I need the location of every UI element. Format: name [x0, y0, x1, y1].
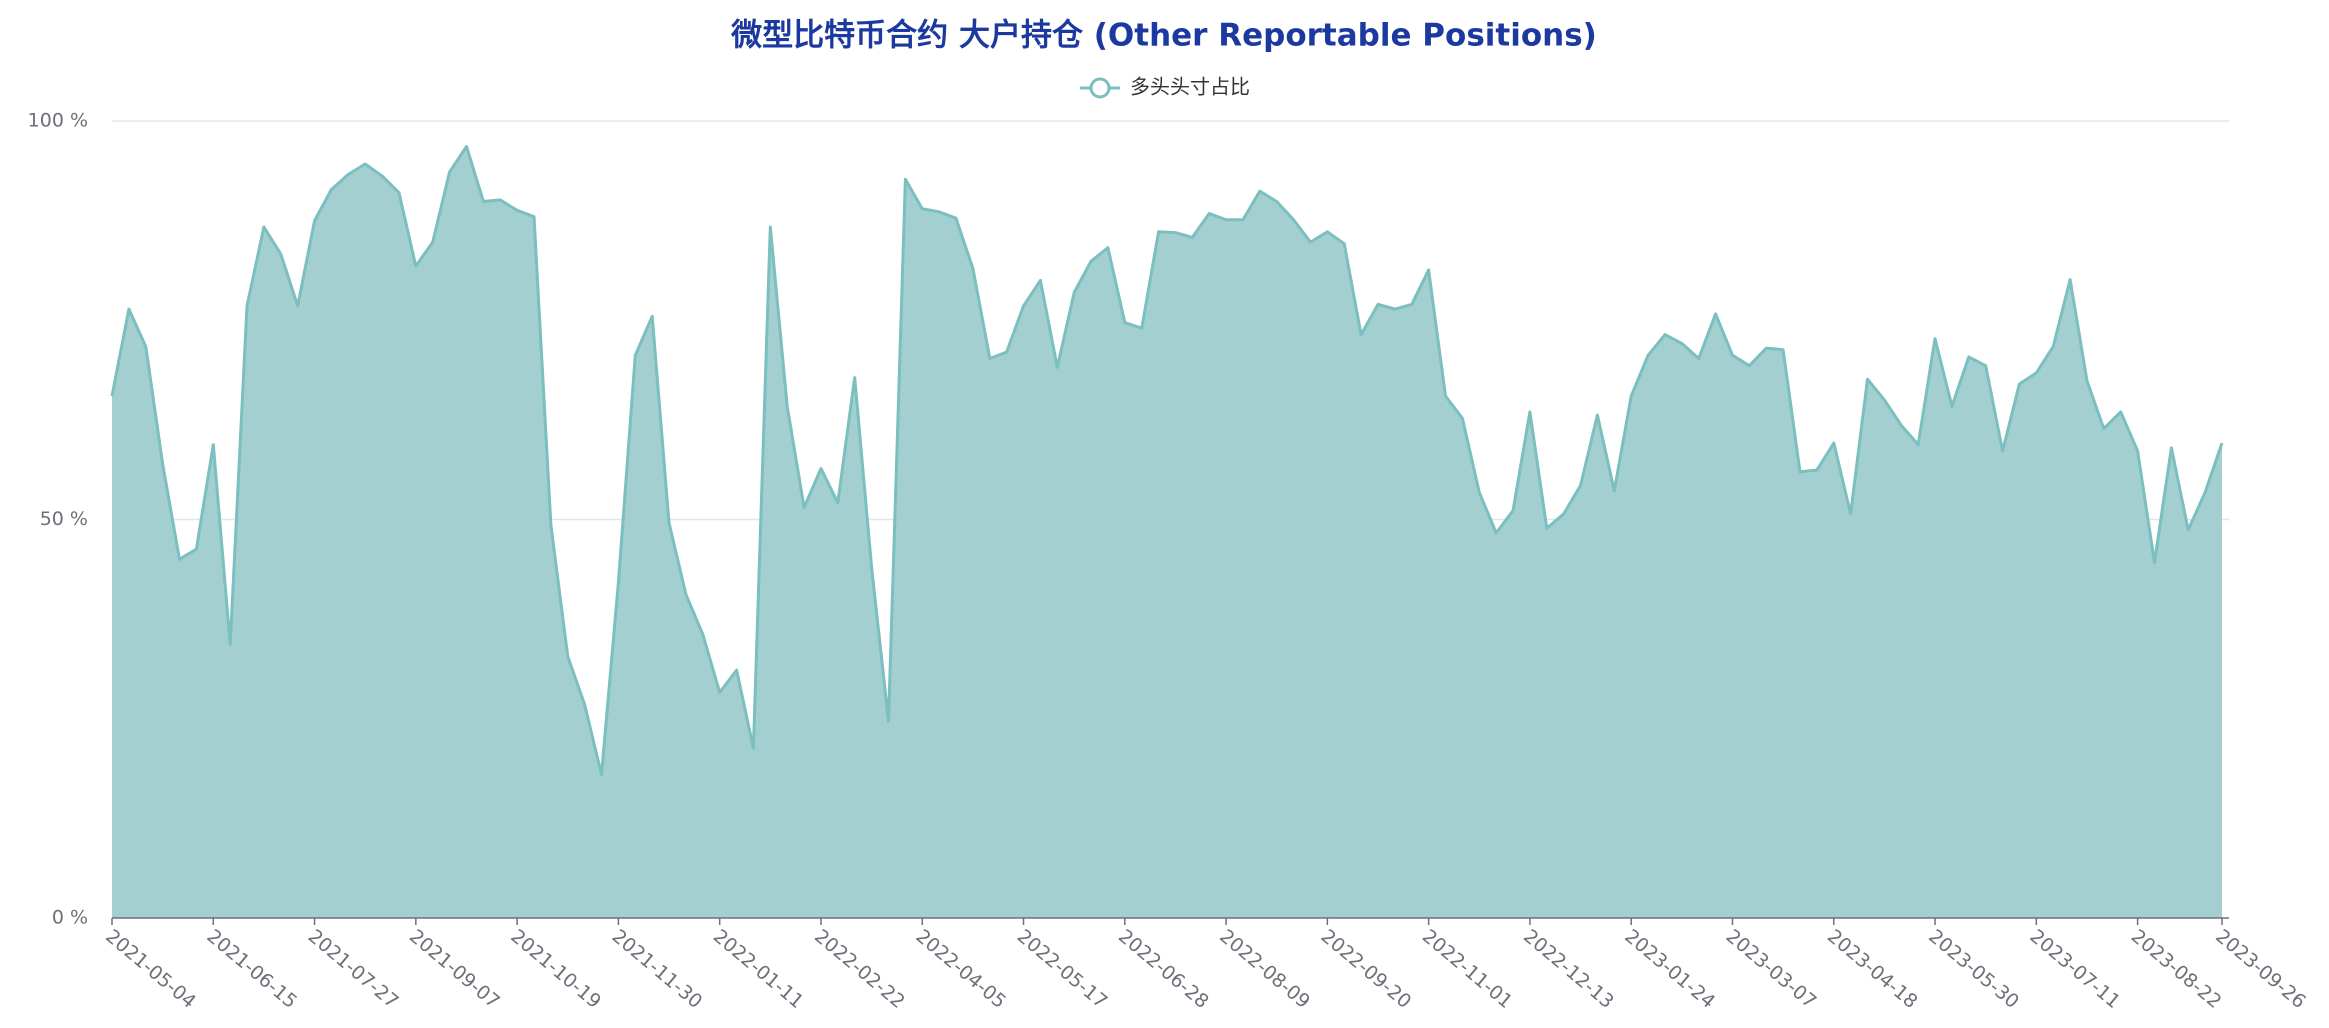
x-tick-label: 2022-06-28	[1114, 925, 1213, 1013]
x-tick-label: 2023-07-11	[2026, 925, 2125, 1013]
x-tick-label: 2023-03-07	[1722, 925, 1821, 1013]
y-tick-label: 50 %	[40, 508, 88, 530]
x-tick-label: 2023-01-24	[1620, 925, 1719, 1013]
x-tick-label: 2021-11-30	[608, 925, 707, 1013]
x-tick-label: 2021-10-19	[506, 925, 605, 1013]
x-tick-label: 2023-04-18	[1823, 925, 1922, 1013]
x-tick-label: 2022-01-11	[709, 925, 808, 1013]
legend-label: 多头头寸占比	[1130, 75, 1250, 99]
line	[110, 145, 2224, 776]
x-tick-label: 2022-05-17	[1013, 925, 1112, 1013]
x-tick-label: 2021-06-15	[203, 925, 302, 1013]
x-tick-label: 2022-08-09	[1215, 925, 1314, 1013]
x-tick-label: 2023-09-26	[2211, 925, 2310, 1013]
x-tick-label: 2022-11-01	[1418, 925, 1517, 1013]
chart-title: 微型比特币合约 大户持仓 (Other Reportable Positions…	[730, 18, 1597, 54]
x-tick-label: 2022-12-13	[1519, 925, 1618, 1013]
x-tick-label: 2022-09-20	[1317, 925, 1416, 1013]
legend-marker	[1089, 77, 1111, 99]
x-tick-label: 2022-02-22	[810, 925, 909, 1013]
x-tick-label: 2021-05-04	[101, 925, 200, 1013]
y-tick-label: 0 %	[52, 907, 88, 929]
x-tick-label: 2021-07-27	[304, 925, 403, 1013]
x-tick-label: 2023-08-22	[2127, 925, 2226, 1013]
y-tick-label: 100 %	[28, 110, 88, 132]
x-tick-label: 2021-09-07	[405, 925, 504, 1013]
x-tick-label: 2023-05-30	[1924, 925, 2023, 1013]
area	[112, 146, 2222, 918]
x-tick-label: 2022-04-05	[911, 925, 1010, 1013]
